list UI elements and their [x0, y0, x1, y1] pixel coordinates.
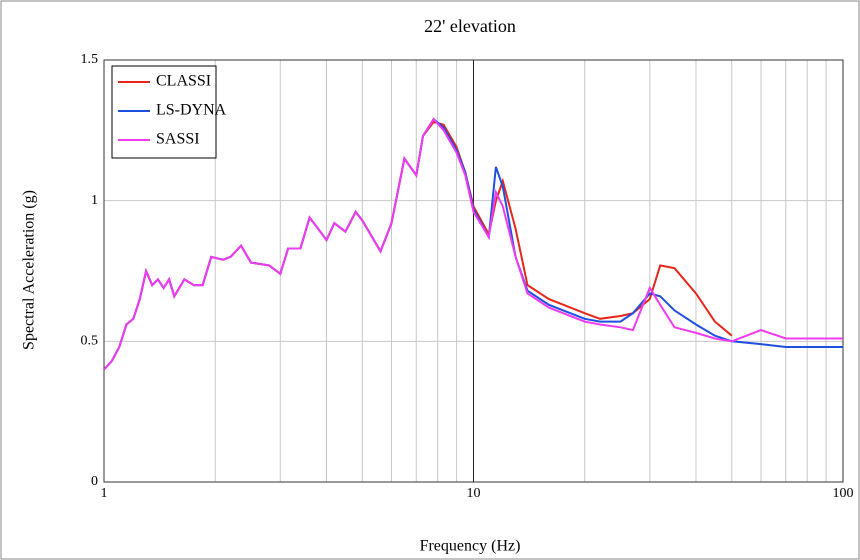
y-axis-label: Spectral Acceleration (g): [21, 190, 38, 350]
y-tick-label: 1: [91, 193, 98, 208]
series-line: [103, 117, 843, 371]
x-tick-label: 1: [101, 486, 108, 501]
legend-label: CLASSI: [156, 73, 211, 90]
plot-area: [103, 59, 844, 483]
y-tick-label: 1.5: [81, 52, 99, 67]
legend-label: LS-DYNA: [156, 102, 227, 119]
x-axis-label: Frequency (Hz): [420, 538, 521, 555]
chart-title: 22' elevation: [424, 16, 516, 36]
y-tick-label: 0.5: [81, 334, 99, 349]
legend-label: SASSI: [156, 131, 200, 148]
y-tick-label: 0: [91, 474, 98, 489]
x-tick-label: 100: [833, 486, 854, 501]
x-tick-label: 10: [467, 486, 481, 501]
